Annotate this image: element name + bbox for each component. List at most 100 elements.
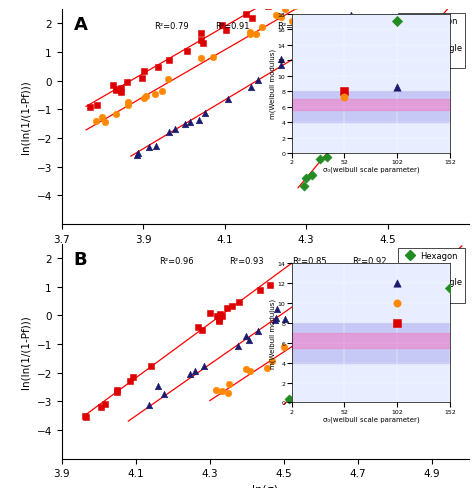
Bar (292, 100, 450, 111)
Point (224, 390, 232, 398)
Point (113, 388, 121, 396)
Point (341, 88, 348, 96)
Bar (292, 333, 450, 348)
Point (295, 296, 303, 304)
Point (332, 141, 339, 149)
Point (154, 64, 162, 72)
Point (351, 116, 359, 123)
Point (398, 65, 406, 73)
Point (292, 3, 299, 11)
X-axis label: σ₀(weibull scale parameter): σ₀(weibull scale parameter) (323, 415, 419, 422)
Point (273, 305, 281, 313)
Point (224, 96, 232, 104)
Point (310, 288, 318, 296)
Point (306, 45, 313, 53)
Point (330, 316, 338, 324)
Text: B: B (74, 250, 88, 268)
Point (215, 317, 223, 325)
Point (266, 281, 274, 289)
Point (165, 57, 173, 64)
Point (123, 80, 130, 87)
Y-axis label: ln(ln(1/(1-Pf))): ln(ln(1/(1-Pf))) (21, 81, 31, 154)
Point (389, 271, 396, 279)
Point (307, 329, 315, 337)
Point (300, 338, 308, 346)
Point (246, 31, 254, 39)
Point (282, 6, 289, 14)
Point (198, 37, 205, 45)
Point (252, 31, 260, 39)
Point (194, 324, 201, 331)
Point (197, 56, 205, 63)
Point (213, 312, 221, 320)
Point (264, 365, 271, 372)
Point (347, 13, 355, 20)
Point (135, 150, 142, 158)
Point (296, 305, 303, 312)
Point (142, 93, 149, 101)
Point (362, 325, 369, 333)
Text: R²=0.91: R²=0.91 (216, 22, 250, 31)
Point (258, 24, 265, 32)
Text: R²=0.96: R²=0.96 (159, 257, 194, 265)
Point (394, 297, 402, 305)
Point (124, 99, 132, 107)
Legend: Hexagon, Curve, Rectangle, Zigzag: Hexagon, Curve, Rectangle, Zigzag (398, 248, 465, 303)
Point (292, 392, 300, 400)
Point (234, 343, 242, 350)
Point (118, 85, 125, 93)
Text: R²=0.93: R²=0.93 (229, 257, 264, 265)
Point (98, 114, 106, 122)
Point (373, 292, 381, 300)
Point (394, 296, 402, 304)
Point (334, 269, 341, 277)
Point (337, 130, 345, 138)
Point (393, 319, 401, 327)
Point (133, 152, 141, 160)
Point (349, 342, 357, 349)
Point (146, 143, 153, 151)
X-axis label: σ₀(weibull scale parameter): σ₀(weibull scale parameter) (323, 166, 419, 173)
Text: R²=0.85: R²=0.85 (292, 257, 327, 265)
Point (370, 89, 378, 97)
Point (92, 118, 100, 125)
Point (268, 358, 276, 366)
Point (93, 102, 101, 110)
Point (201, 362, 208, 370)
Point (304, 294, 312, 302)
Point (186, 119, 194, 126)
Point (165, 129, 173, 137)
Point (325, 316, 332, 324)
Point (377, 311, 385, 319)
Point (322, 283, 330, 290)
Point (393, 19, 401, 26)
Point (331, 135, 338, 142)
Point (127, 377, 134, 385)
Point (323, 153, 331, 161)
Point (217, 310, 224, 318)
Point (318, 287, 325, 295)
Point (412, 41, 420, 49)
Point (272, 317, 279, 325)
Point (393, 280, 401, 287)
Point (386, 75, 393, 82)
Point (197, 30, 205, 38)
Point (447, 285, 454, 292)
Point (158, 88, 165, 96)
Point (349, 315, 357, 323)
Point (112, 87, 120, 95)
Point (196, 117, 203, 125)
Point (101, 400, 109, 407)
Point (430, 249, 438, 257)
Point (272, 12, 280, 20)
Point (281, 315, 289, 323)
Point (308, 286, 315, 294)
Point (98, 403, 105, 410)
Point (81, 412, 89, 420)
Point (288, 18, 295, 26)
Point (308, 172, 316, 180)
Bar (292, 92, 450, 123)
Point (200, 40, 207, 47)
Point (154, 383, 162, 390)
Point (114, 386, 121, 394)
